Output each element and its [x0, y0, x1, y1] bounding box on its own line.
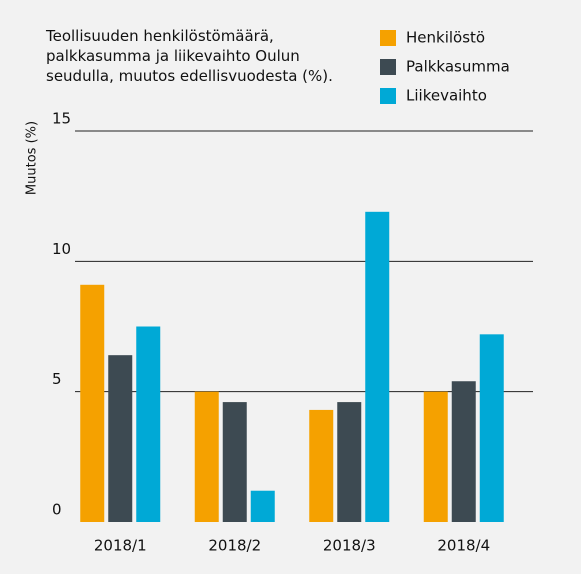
y-tick-label: 0: [52, 501, 62, 519]
legend-label: Henkilöstö: [406, 29, 485, 47]
x-tick-label: 2018/2: [208, 537, 261, 555]
bar: [365, 211, 390, 522]
bar: [222, 402, 247, 522]
bar: [337, 402, 362, 522]
bar: [194, 391, 219, 522]
bar: [108, 355, 133, 522]
y-tick-label: 15: [52, 110, 71, 128]
legend-label: Palkkasumma: [406, 58, 510, 76]
bar: [479, 334, 504, 522]
bar: [250, 490, 275, 522]
legend-swatch: [380, 59, 396, 75]
x-tick-label: 2018/1: [94, 537, 147, 555]
x-tick-label: 2018/4: [437, 537, 490, 555]
y-tick-label: 10: [52, 240, 71, 258]
legend-label: Liikevaihto: [406, 87, 487, 105]
y-tick-label: 5: [52, 370, 62, 388]
chart-title: Teollisuuden henkilöstömäärä, palkkasumm…: [46, 27, 333, 85]
bar: [423, 391, 448, 522]
x-tick-label: 2018/3: [323, 537, 376, 555]
bar: [136, 326, 161, 522]
bar: [309, 409, 334, 522]
bar: [80, 284, 105, 522]
legend-swatch: [380, 30, 396, 46]
legend-swatch: [380, 88, 396, 104]
bar: [451, 381, 476, 522]
y-axis-label: Muutos (%): [25, 121, 40, 195]
